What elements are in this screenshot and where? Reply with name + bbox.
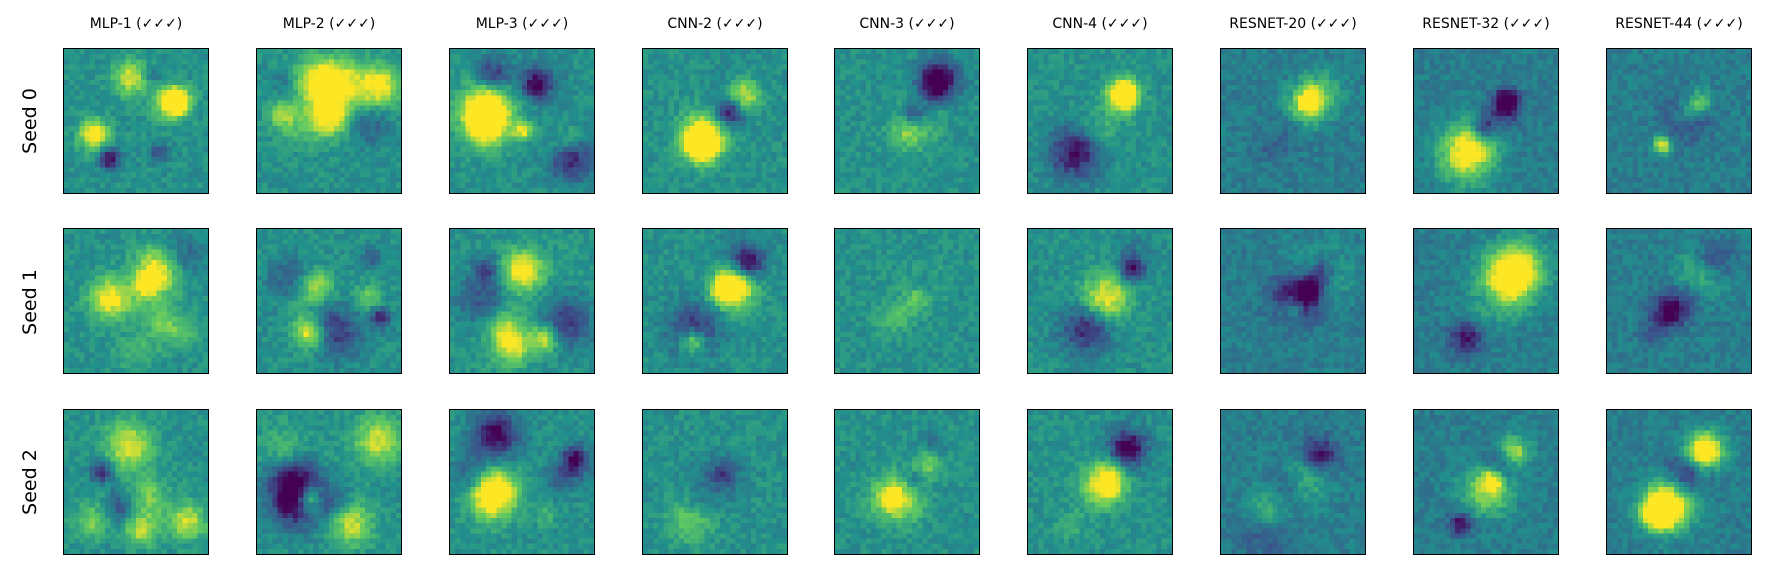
column-title-mlp-2: MLP-2 (✓✓✓): [282, 16, 376, 32]
saliency-map-cnn-3-seed-1: [834, 228, 980, 374]
saliency-map-resnet-20-seed-2: [1220, 409, 1366, 555]
column-title-cnn-4: CNN-4 (✓✓✓): [1052, 16, 1148, 32]
saliency-map-cnn-3-seed-0: [834, 48, 980, 194]
saliency-map-mlp-1-seed-1: [63, 228, 209, 374]
saliency-map-cnn-2-seed-1: [642, 228, 788, 374]
row-label-seed-0: Seed 0: [19, 88, 41, 154]
saliency-map-mlp-3-seed-1: [449, 228, 595, 374]
row-label-seed-1: Seed 1: [19, 269, 41, 335]
column-title-mlp-1: MLP-1 (✓✓✓): [89, 16, 183, 32]
saliency-map-resnet-44-seed-1: [1606, 228, 1752, 374]
saliency-map-cnn-4-seed-2: [1027, 409, 1173, 555]
column-title-resnet-20: RESNET-20 (✓✓✓): [1229, 16, 1357, 32]
saliency-map-resnet-32-seed-2: [1413, 409, 1559, 555]
saliency-map-cnn-4-seed-1: [1027, 228, 1173, 374]
saliency-map-mlp-2-seed-1: [256, 228, 402, 374]
saliency-map-resnet-20-seed-1: [1220, 228, 1366, 374]
column-title-resnet-32: RESNET-32 (✓✓✓): [1422, 16, 1550, 32]
row-label-seed-2: Seed 2: [19, 449, 41, 515]
saliency-map-mlp-1-seed-0: [63, 48, 209, 194]
saliency-map-resnet-32-seed-0: [1413, 48, 1559, 194]
saliency-map-cnn-2-seed-2: [642, 409, 788, 555]
saliency-map-mlp-2-seed-2: [256, 409, 402, 555]
column-title-resnet-44: RESNET-44 (✓✓✓): [1615, 16, 1743, 32]
saliency-map-cnn-4-seed-0: [1027, 48, 1173, 194]
saliency-map-mlp-3-seed-0: [449, 48, 595, 194]
column-title-cnn-3: CNN-3 (✓✓✓): [859, 16, 955, 32]
saliency-map-resnet-20-seed-0: [1220, 48, 1366, 194]
saliency-map-mlp-2-seed-0: [256, 48, 402, 194]
saliency-map-mlp-1-seed-2: [63, 409, 209, 555]
column-title-cnn-2: CNN-2 (✓✓✓): [667, 16, 763, 32]
column-title-mlp-3: MLP-3 (✓✓✓): [475, 16, 569, 32]
saliency-map-cnn-2-seed-0: [642, 48, 788, 194]
saliency-map-mlp-3-seed-2: [449, 409, 595, 555]
saliency-map-resnet-44-seed-0: [1606, 48, 1752, 194]
saliency-map-resnet-44-seed-2: [1606, 409, 1752, 555]
saliency-map-cnn-3-seed-2: [834, 409, 980, 555]
saliency-map-resnet-32-seed-1: [1413, 228, 1559, 374]
